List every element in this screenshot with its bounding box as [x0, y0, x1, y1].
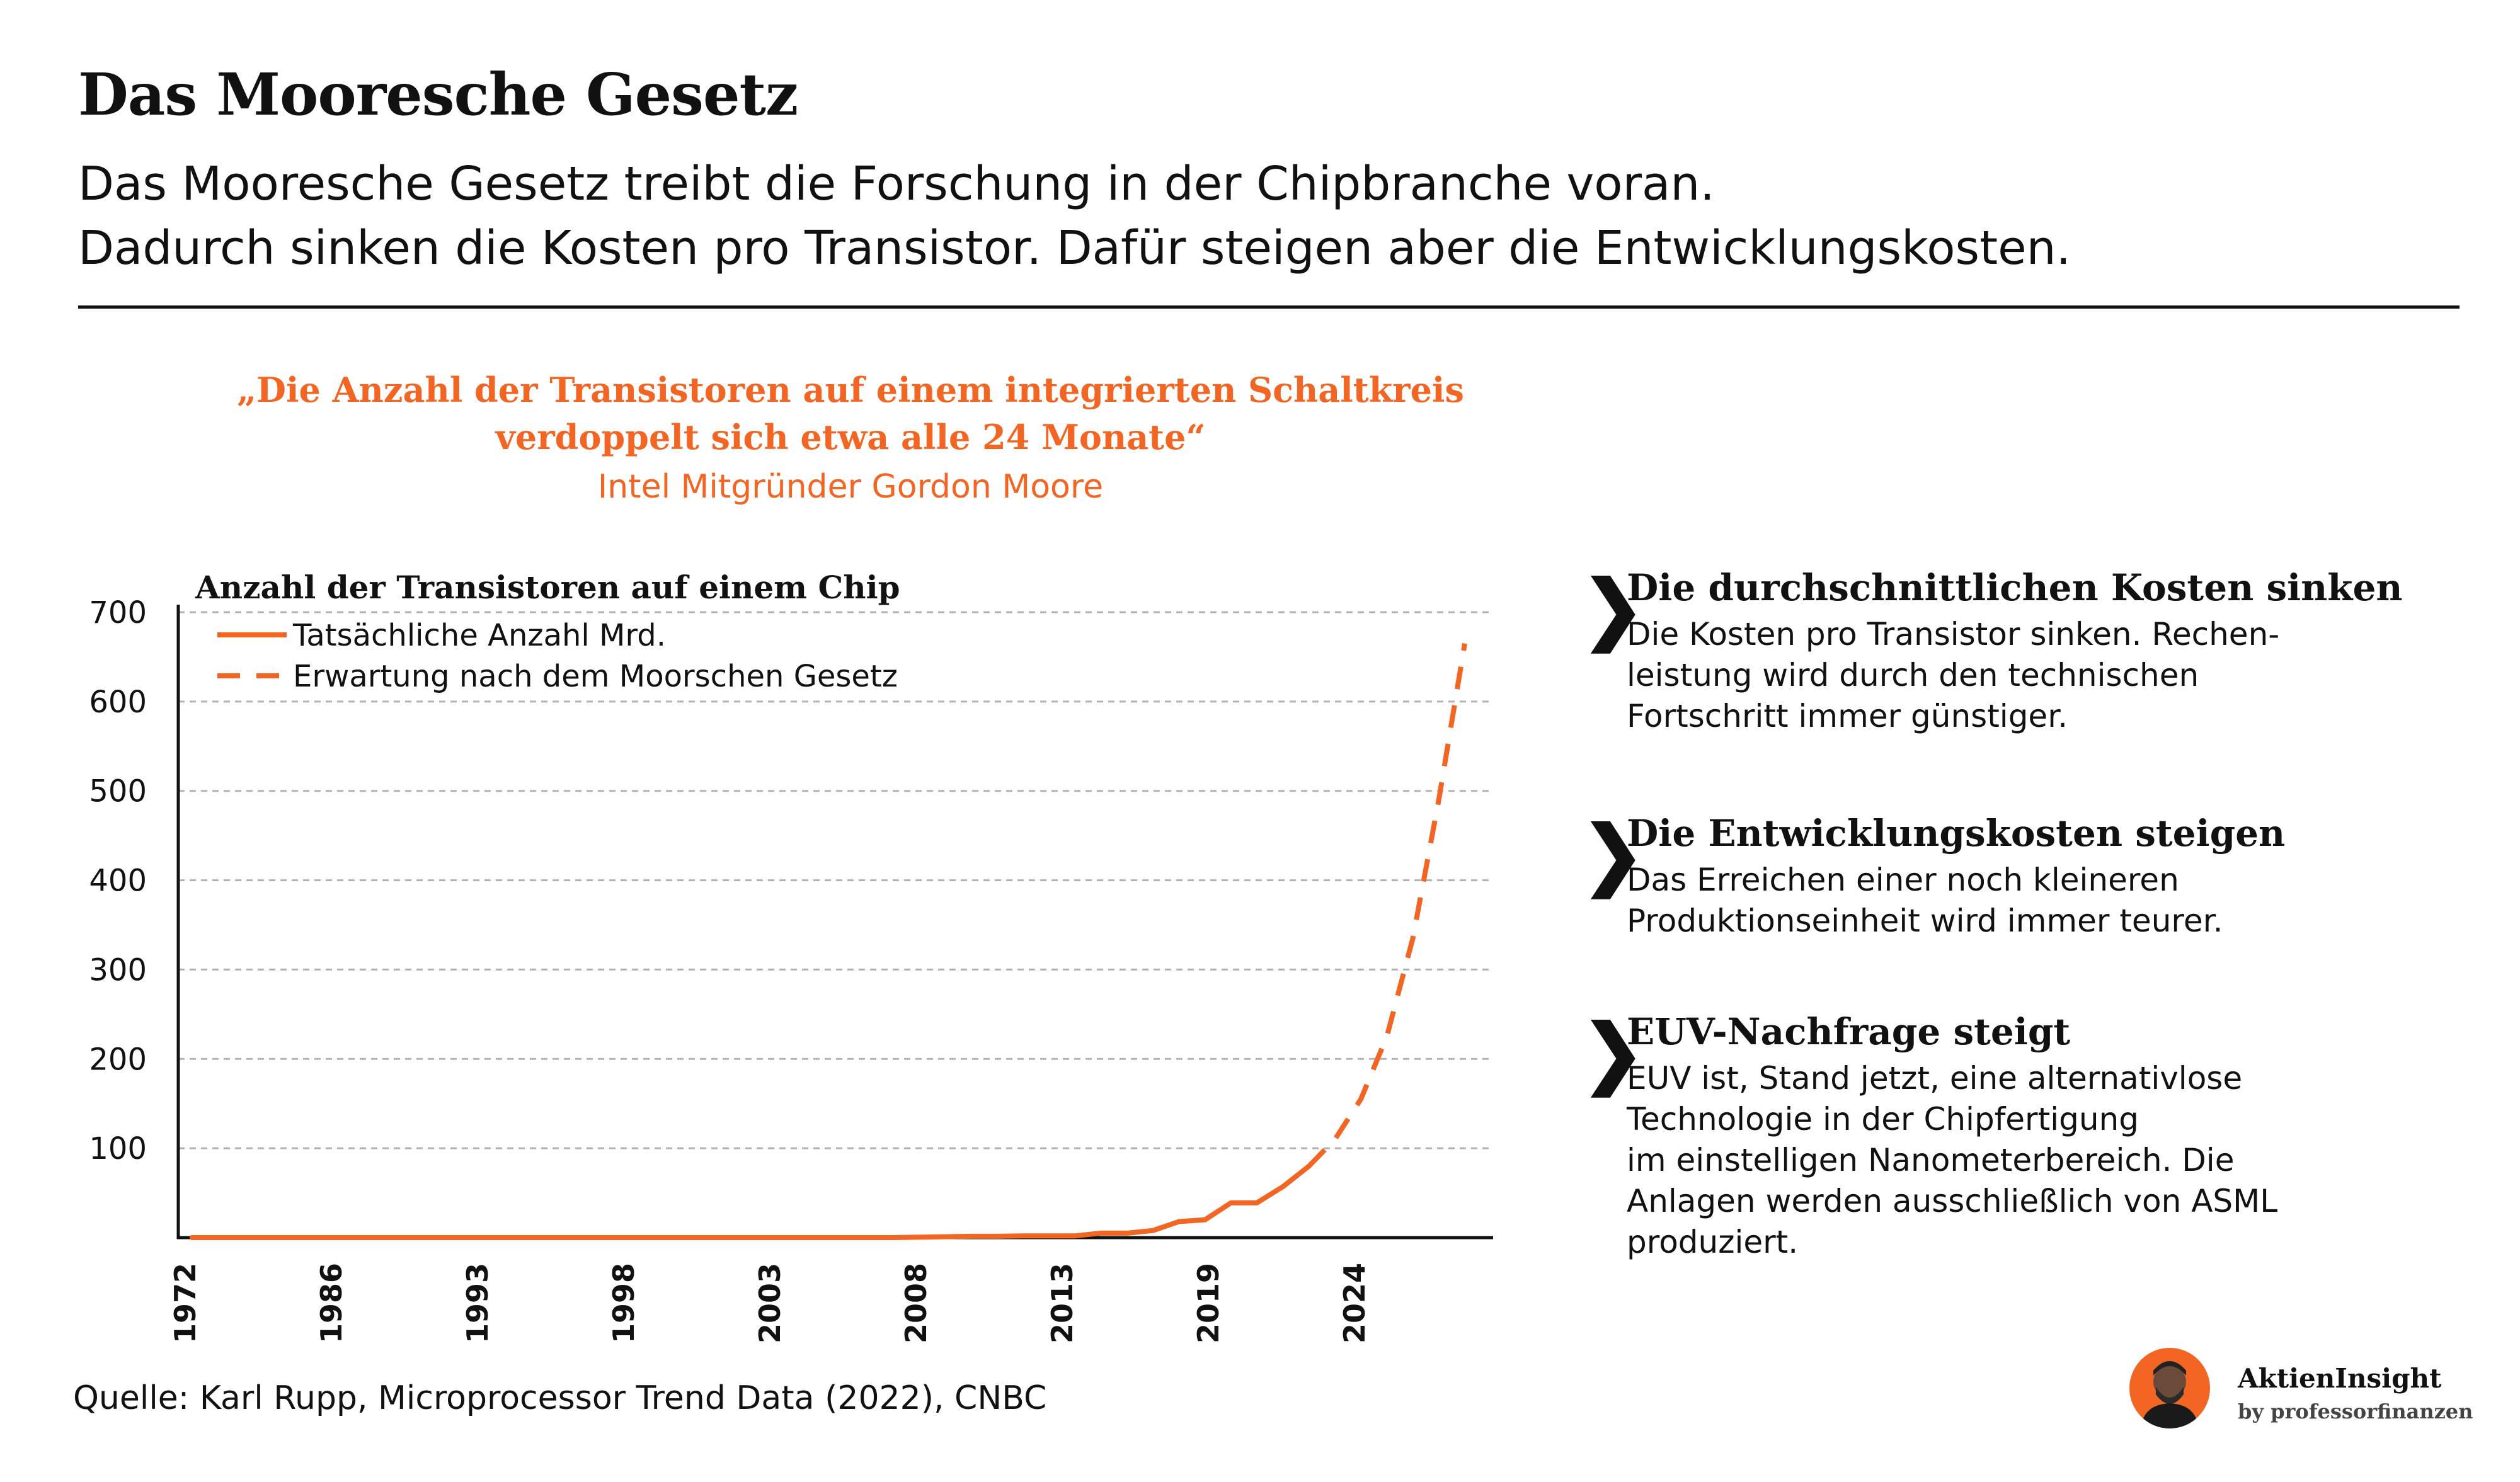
- y-tick-label: 500: [89, 774, 147, 809]
- y-tick-label: 600: [89, 685, 147, 720]
- avatar: [2129, 1348, 2210, 1428]
- legend: Tatsächliche Anzahl Mrd. Erwartung nach …: [217, 618, 898, 694]
- chevron-right-icon: ❯: [1581, 564, 1645, 653]
- chevron-right-icon: ❯: [1581, 809, 1645, 898]
- y-tick-label: 300: [89, 952, 147, 988]
- brand-subline: by professorfinanzen: [2238, 1399, 2473, 1423]
- page-title: Das Mooresche Gesetz: [78, 60, 798, 128]
- grid-lines: [178, 611, 1493, 1149]
- y-tick-label: 200: [89, 1042, 147, 1077]
- moore-quote: „Die Anzahl der Transistoren auf einem i…: [126, 367, 1575, 460]
- legend-label-actual: Tatsächliche Anzahl Mrd.: [292, 618, 666, 653]
- x-tick-label: 2019: [1191, 1263, 1225, 1343]
- point-development-costs: ❯ Die Entwicklungskosten steigen Das Err…: [1581, 812, 2463, 942]
- x-tick-label: 2003: [753, 1263, 787, 1343]
- x-tick-label: 1972: [168, 1263, 202, 1343]
- point-heading: Die durchschnittlichen Kosten sinken: [1627, 566, 2403, 609]
- quote-line-2: verdoppelt sich etwa alle 24 Monate“: [495, 416, 1206, 457]
- point-heading: EUV-Nachfrage steigt: [1627, 1010, 2071, 1053]
- x-tick-label: 1993: [461, 1263, 495, 1343]
- subtitle-line-1: Das Mooresche Gesetz treibt die Forschun…: [78, 157, 1715, 211]
- y-tick-label: 700: [89, 595, 147, 630]
- chevron-right-icon: ❯: [1581, 1008, 1645, 1097]
- x-tick-label: 2008: [899, 1263, 933, 1343]
- point-body: EUV ist, Stand jetzt, eine alternativlos…: [1627, 1059, 2278, 1260]
- point-body: Die Kosten pro Transistor sinken. Rechen…: [1627, 615, 2280, 734]
- header-divider: [78, 305, 2460, 309]
- person-icon: [2141, 1361, 2199, 1428]
- transistor-line-chart: Anzahl der Transistoren auf einem Chip 1…: [89, 569, 1493, 1343]
- x-axis-ticks: 1972 1986 1993 1998 2003 2008 2013 2019 2024: [168, 1263, 1372, 1343]
- x-tick-label: 2013: [1045, 1263, 1079, 1343]
- quote-line-1: „Die Anzahl der Transistoren auf einem i…: [237, 370, 1464, 410]
- point-costs-sink: ❯ Die durchschnittlichen Kosten sinken D…: [1581, 567, 2463, 737]
- series-line-expected: [1307, 643, 1467, 1168]
- x-tick-label: 2024: [1337, 1263, 1372, 1343]
- y-axis-ticks: 100 200 300 400 500 600 700: [89, 595, 147, 1166]
- point-heading: Die Entwicklungskosten steigen: [1627, 812, 2286, 855]
- brand-name: AktienInsight: [2238, 1363, 2442, 1394]
- x-tick-label: 1986: [314, 1263, 348, 1343]
- y-tick-label: 100: [89, 1131, 147, 1166]
- point-euv-demand: ❯ EUV-Nachfrage steigt EUV ist, Stand je…: [1581, 1011, 2463, 1263]
- point-body: Das Erreichen einer noch kleineren Produ…: [1627, 861, 2223, 939]
- chart-title: Anzahl der Transistoren auf einem Chip: [195, 569, 900, 606]
- y-tick-label: 400: [89, 864, 147, 899]
- subtitle-line-2: Dadurch sinken die Kosten pro Transistor…: [78, 221, 2071, 275]
- legend-label-expected: Erwartung nach dem Moorschen Gesetz: [293, 659, 898, 694]
- series-line-actual: [190, 1163, 1312, 1240]
- quote-author: Intel Mitgründer Gordon Moore: [597, 468, 1104, 506]
- x-tick-label: 1998: [607, 1263, 641, 1343]
- source-note: Quelle: Karl Rupp, Microprocessor Trend …: [73, 1379, 1047, 1417]
